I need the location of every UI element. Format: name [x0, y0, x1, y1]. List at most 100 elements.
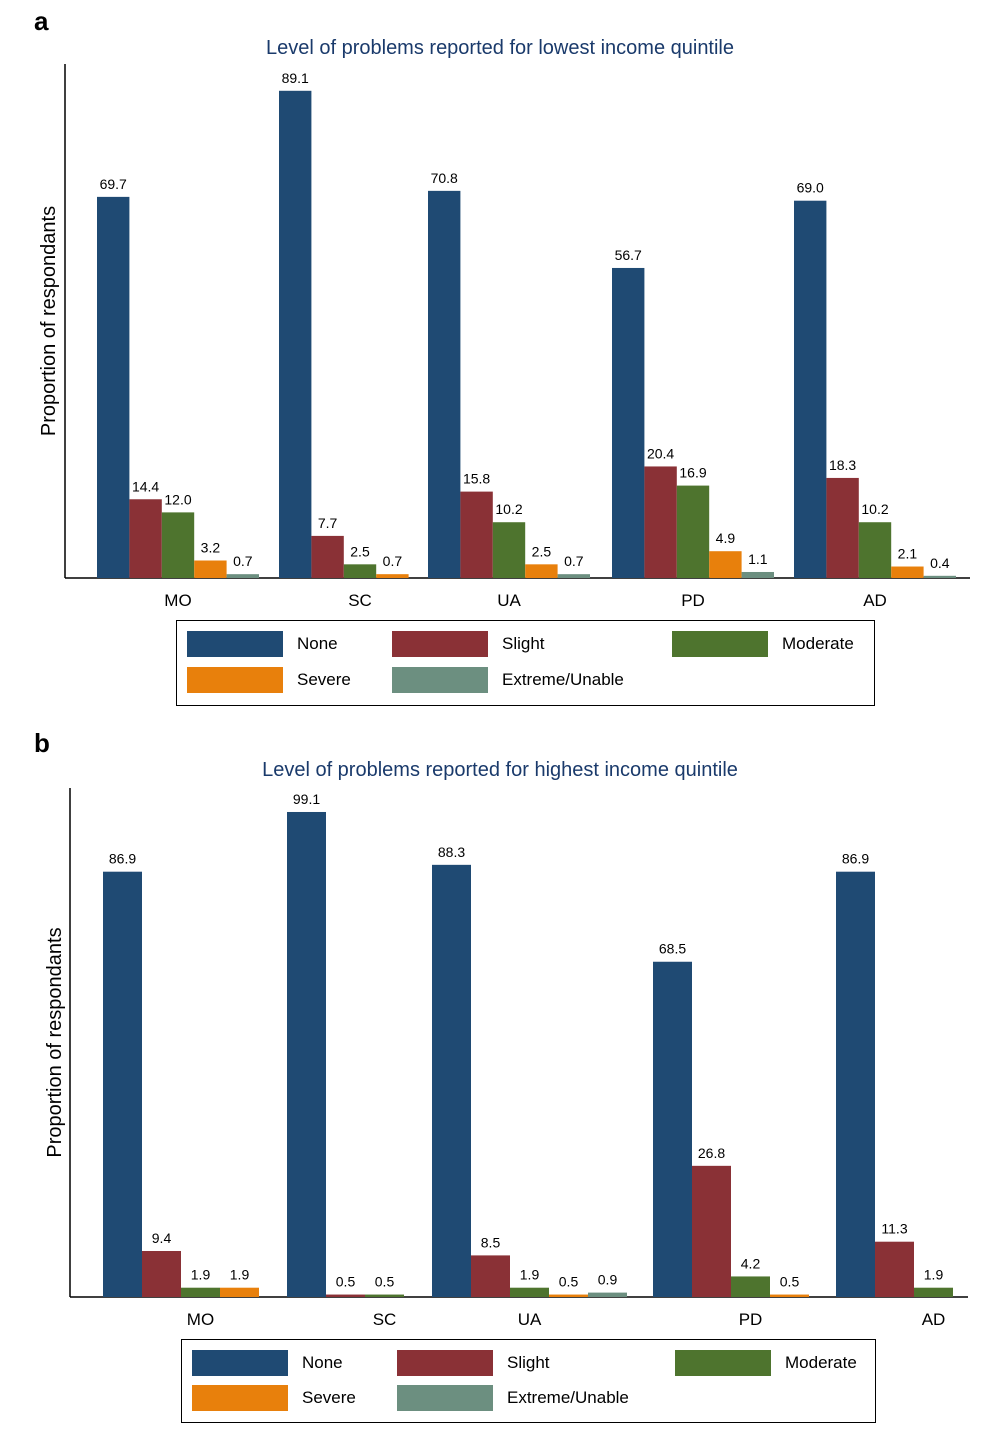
legend-item-slight: Slight: [397, 1350, 550, 1376]
bar-severe-sc: [376, 574, 409, 578]
data-label: 4.9: [716, 530, 736, 546]
bar-moderate-ua: [510, 1287, 549, 1297]
legend-swatch-moderate: [672, 631, 768, 657]
legend-swatch-none: [187, 631, 283, 657]
legend-swatch-none: [192, 1350, 288, 1376]
bar-none-sc: [279, 90, 312, 579]
legend-swatch-slight: [392, 631, 488, 657]
legend-item-extreme: Extreme/Unable: [397, 1385, 629, 1411]
data-label: 1.9: [191, 1267, 211, 1283]
data-label: 0.4: [930, 555, 950, 571]
legend-label: None: [297, 634, 338, 653]
bar-severe-ad: [891, 566, 924, 578]
data-label: 0.5: [336, 1274, 356, 1290]
legend-item-severe: Severe: [192, 1385, 356, 1411]
legend-swatch-extreme: [397, 1385, 493, 1411]
legend-item-extreme: Extreme/Unable: [392, 667, 624, 693]
legend-item-none: None: [187, 631, 338, 657]
data-label: 20.4: [647, 445, 674, 461]
bar-none-pd: [612, 267, 645, 578]
data-label: 0.5: [375, 1274, 395, 1290]
bar-none-sc: [287, 811, 326, 1297]
data-label: 68.5: [659, 941, 686, 957]
bar-moderate-ad: [858, 522, 892, 578]
bar-severe-ua: [525, 564, 558, 578]
data-label: 0.7: [233, 553, 253, 569]
data-label: 70.8: [431, 170, 458, 186]
legend-swatch-moderate: [675, 1350, 771, 1376]
data-label: 10.2: [495, 501, 522, 517]
bar-moderate-sc: [365, 1294, 404, 1297]
legend-label: Moderate: [782, 634, 854, 653]
data-label: 2.1: [898, 546, 918, 562]
legend-item-moderate: Moderate: [675, 1350, 857, 1376]
data-label: 69.7: [100, 176, 127, 192]
y-axis-label: Proportion of respondants: [44, 927, 66, 1157]
bar-moderate-pd: [731, 1276, 770, 1297]
panel-letter: b: [34, 728, 50, 758]
x-tick-label: SC: [373, 1310, 397, 1329]
data-label: 4.2: [741, 1255, 761, 1271]
bar-severe-mo: [220, 1287, 259, 1297]
bar-severe-pd: [770, 1294, 809, 1297]
panel-a: a Level of problems reported for lowest …: [0, 0, 1000, 715]
bar-chart: Proportion of respondants 86.9 9.4 1.9 1.9 MO…: [44, 788, 968, 1329]
data-label: 0.7: [564, 553, 584, 569]
bar-slight-sc: [326, 1294, 365, 1297]
y-axis-label: Proportion of respondants: [38, 206, 60, 436]
chart-legend: None Slight Moderate Severe Extreme/Unab…: [181, 1339, 876, 1423]
data-label: 99.1: [293, 791, 320, 807]
bar-none-mo: [97, 196, 130, 579]
bar-slight-mo: [142, 1250, 181, 1297]
legend-label: Slight: [507, 1353, 550, 1372]
data-label: 12.0: [164, 491, 191, 507]
bar-none-mo: [103, 871, 142, 1297]
data-label: 56.7: [615, 247, 642, 263]
chart-title: Level of problems reported for highest i…: [262, 759, 738, 781]
bar-severe-ua: [549, 1294, 588, 1297]
legend-label: Extreme/Unable: [507, 1388, 629, 1407]
data-label: 0.5: [559, 1274, 579, 1290]
legend-swatch-extreme: [392, 667, 488, 693]
bar-severe-pd: [709, 551, 742, 578]
bar-slight-mo: [129, 499, 162, 578]
bar-none-ua: [428, 190, 461, 579]
x-tick-label: PD: [681, 591, 705, 610]
x-tick-label: MO: [187, 1310, 214, 1329]
bar-none-ad: [836, 871, 875, 1297]
bar-moderate-mo: [181, 1287, 220, 1297]
data-label: 88.3: [438, 844, 465, 860]
bar-severe-mo: [194, 560, 227, 578]
bar-slight-ua: [471, 1255, 510, 1297]
bar-slight-pd: [692, 1165, 731, 1297]
bar-none-ad: [794, 200, 827, 578]
data-label: 7.7: [318, 515, 338, 531]
legend-swatch-severe: [187, 667, 283, 693]
data-label: 89.1: [282, 70, 309, 86]
data-label: 26.8: [698, 1145, 725, 1161]
legend-label: Moderate: [785, 1353, 857, 1372]
bar-slight-ad: [826, 477, 859, 578]
data-label: 15.8: [463, 471, 490, 487]
data-label: 10.2: [861, 501, 888, 517]
data-label: 14.4: [132, 478, 159, 494]
x-tick-label: AD: [863, 591, 887, 610]
data-label: 86.9: [842, 851, 869, 867]
data-label: 0.7: [383, 553, 403, 569]
data-label: 3.2: [201, 540, 221, 556]
data-label: 8.5: [481, 1234, 501, 1250]
chart-legend: None Slight Moderate Severe Extreme/Unab…: [176, 620, 875, 706]
data-label: 0.9: [598, 1272, 618, 1288]
bar-chart: Proportion of respondants 69.7 14.4 12.0 3.2…: [38, 64, 970, 610]
legend-item-moderate: Moderate: [672, 631, 854, 657]
legend-label: Slight: [502, 634, 545, 653]
bar-moderate-sc: [343, 564, 377, 578]
legend-swatch-slight: [397, 1350, 493, 1376]
bar-moderate-ad: [914, 1287, 953, 1297]
bar-extreme-unable-mo: [226, 574, 259, 578]
bar-none-pd: [653, 961, 692, 1297]
legend-label: Severe: [297, 670, 351, 689]
x-tick-label: UA: [518, 1310, 542, 1329]
bar-extreme-unable-ad: [923, 575, 956, 578]
legend-label: None: [302, 1353, 343, 1372]
